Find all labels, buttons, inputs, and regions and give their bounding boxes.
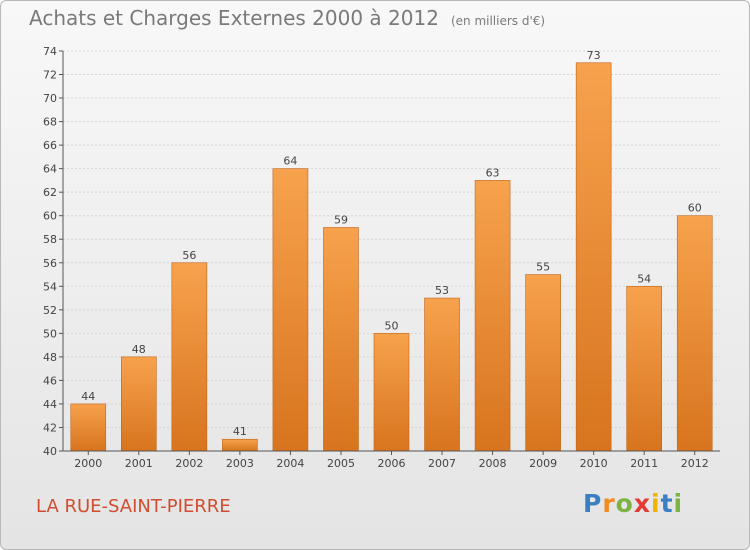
- x-axis: 2000 2001 2002 2003 2004 2005 2006 2007 2008 2009…: [63, 450, 720, 470]
- bar-value-label: 73: [587, 49, 601, 62]
- bar-2005: [323, 227, 359, 452]
- chart-title: Achats et Charges Externes 2000 à 2012 (e…: [29, 6, 545, 30]
- y-tick-label: 50: [43, 327, 57, 340]
- y-tick-label: 60: [43, 210, 57, 223]
- y-tick-label: 40: [43, 445, 57, 458]
- y-tick-label: 66: [43, 139, 57, 152]
- x-tick-label: 2003: [226, 457, 254, 470]
- chart-unit: (en milliers d'€): [450, 14, 546, 28]
- bar-value-label: 54: [637, 272, 651, 285]
- bar-value-label: 59: [334, 213, 348, 226]
- x-tick-label: 2000: [74, 457, 102, 470]
- y-tick-label: 68: [43, 116, 57, 129]
- logo-letter: r: [602, 489, 616, 518]
- bar-value-label: 53: [435, 284, 449, 297]
- bar-2006: [373, 333, 410, 452]
- y-tick-label: 72: [43, 69, 57, 82]
- bar-value-label: 60: [688, 202, 702, 215]
- logo-letter: i: [651, 489, 661, 518]
- y-tick-label: 62: [43, 186, 57, 199]
- x-tick-label: 2007: [428, 457, 456, 470]
- bars: 44 48 56 41 64 59 50 53 63 55 73 54 60: [70, 49, 713, 452]
- chart-title-text: Achats et Charges Externes 2000 à 2012: [29, 6, 439, 30]
- bar-value-label: 63: [486, 166, 500, 179]
- bar-value-label: 64: [283, 155, 297, 168]
- y-tick-label: 56: [43, 257, 57, 270]
- bar-2009: [525, 274, 561, 452]
- x-tick-label: 2011: [630, 457, 658, 470]
- bar-value-label: 56: [182, 249, 196, 262]
- bar-2011: [626, 285, 662, 452]
- bar-2012: [676, 215, 713, 452]
- bar-2007: [424, 297, 460, 452]
- logo-letter: o: [615, 489, 634, 518]
- x-tick-label: 2012: [681, 457, 709, 470]
- y-tick-label: 54: [43, 280, 57, 293]
- bar-2001: [121, 356, 157, 452]
- y-tick-label: 44: [43, 398, 57, 411]
- bar-2010: [575, 62, 612, 452]
- logo-letter: t: [660, 489, 674, 518]
- logo-letter: i: [673, 489, 684, 518]
- bar-2004: [272, 168, 309, 452]
- y-tick-label: 70: [43, 92, 57, 105]
- x-tick-label: 2009: [529, 457, 557, 470]
- logo-letter: P: [583, 489, 603, 518]
- proxiti-logo: Proxiti: [583, 489, 683, 518]
- y-tick-label: 74: [43, 45, 57, 58]
- y-tick-label: 58: [43, 233, 57, 246]
- x-tick-label: 2006: [378, 457, 406, 470]
- bar-value-label: 48: [132, 343, 146, 356]
- bar-2002: [171, 262, 208, 452]
- x-tick-label: 2005: [327, 457, 355, 470]
- bar-value-label: 50: [385, 319, 399, 332]
- bar-value-label: 41: [233, 425, 247, 438]
- bar-value-label: 55: [536, 261, 550, 274]
- x-tick-label: 2001: [125, 457, 153, 470]
- y-tick-label: 42: [43, 421, 57, 434]
- y-tick-label: 64: [43, 163, 57, 176]
- x-tick-label: 2002: [175, 457, 203, 470]
- y-tick-label: 48: [43, 351, 57, 364]
- bar-2003: [222, 438, 258, 452]
- logo-letter: x: [633, 489, 651, 518]
- x-tick-label: 2010: [580, 457, 608, 470]
- x-tick-label: 2008: [479, 457, 507, 470]
- y-tick-label: 46: [43, 374, 57, 387]
- y-tick-label: 52: [43, 304, 57, 317]
- y-axis: 40 42 44 46 48 50 52 54 56 58 60 62 64 66 68 70 72 74: [43, 45, 64, 458]
- bar-2000: [70, 403, 107, 452]
- commune-name: LA RUE-SAINT-PIERRE: [36, 496, 231, 517]
- bar-2008: [474, 180, 511, 452]
- x-tick-label: 2004: [276, 457, 304, 470]
- bar-value-label: 44: [81, 390, 95, 403]
